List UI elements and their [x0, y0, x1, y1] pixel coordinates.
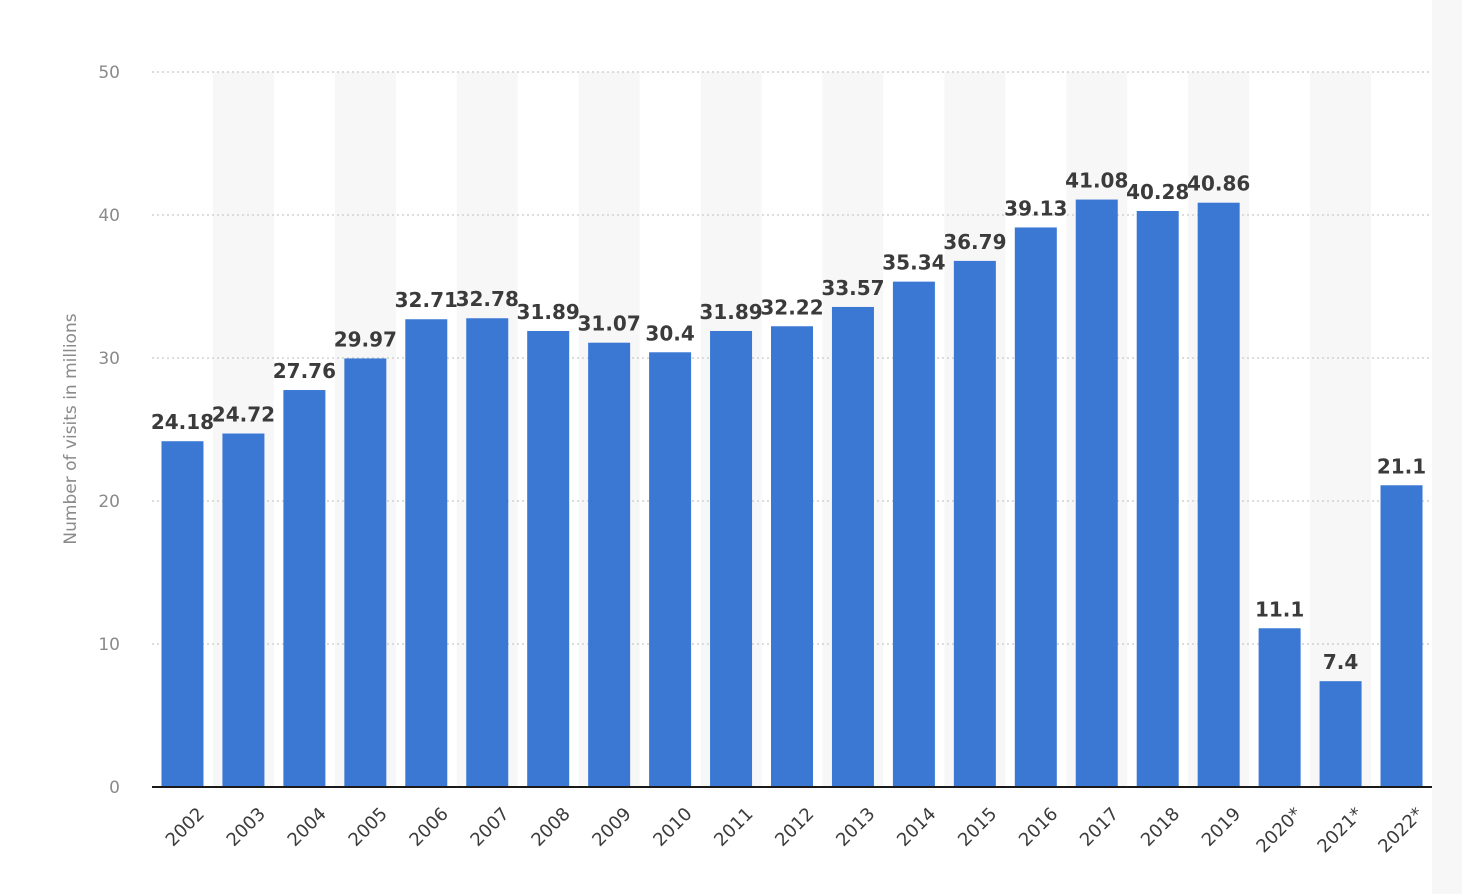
bar[interactable]	[222, 433, 265, 787]
y-tick-label: 0	[109, 778, 120, 798]
bar[interactable]	[1319, 681, 1362, 787]
bar[interactable]	[344, 358, 387, 787]
bar[interactable]	[1258, 628, 1301, 787]
data-label: 24.72	[212, 403, 275, 427]
y-tick-label: 30	[98, 349, 120, 369]
data-label: 31.07	[578, 312, 641, 336]
bar[interactable]	[1380, 485, 1423, 787]
bar[interactable]	[283, 390, 326, 787]
bar[interactable]	[953, 260, 996, 787]
x-tick-label: 2015	[954, 804, 1001, 851]
bar[interactable]	[527, 330, 570, 787]
x-tick-label: 2008	[527, 804, 574, 851]
data-label: 11.1	[1255, 597, 1304, 621]
data-label: 40.28	[1126, 180, 1189, 204]
bar[interactable]	[466, 318, 509, 787]
x-tick-label: 2014	[893, 804, 940, 851]
x-tick-label: 2021*	[1313, 804, 1367, 858]
bar[interactable]	[771, 326, 813, 787]
data-label: 40.86	[1187, 172, 1250, 196]
x-tick-label: 2007	[466, 804, 513, 851]
bar[interactable]	[710, 330, 753, 787]
bar[interactable]	[649, 352, 692, 787]
x-tick-label: 2020*	[1252, 804, 1306, 858]
y-tick-label: 40	[98, 206, 120, 226]
bars	[161, 199, 1423, 788]
y-axis-ticks: 0 10 20 30 40 50	[98, 63, 120, 798]
x-tick-label: 2009	[588, 804, 635, 851]
bar[interactable]	[161, 441, 204, 787]
data-label: 33.57	[821, 276, 884, 300]
data-label: 32.78	[456, 287, 519, 311]
x-tick-label: 2019	[1198, 804, 1245, 851]
x-tick-label: 2010	[649, 804, 696, 851]
data-label: 31.89	[699, 300, 762, 324]
bar[interactable]	[831, 306, 874, 787]
data-label: 21.1	[1377, 454, 1426, 478]
data-label: 39.13	[1004, 196, 1067, 220]
data-label: 32.22	[760, 295, 823, 319]
x-tick-label: 2006	[405, 804, 452, 851]
data-labels: 24.1824.7227.7629.9732.7132.7831.8931.07…	[151, 169, 1426, 675]
data-label: 31.89	[517, 300, 580, 324]
data-label: 41.08	[1065, 169, 1128, 193]
x-tick-label: 2017	[1076, 804, 1123, 851]
x-tick-label: 2013	[832, 804, 879, 851]
x-tick-label: 2011	[710, 804, 757, 851]
y-tick-label: 20	[98, 492, 120, 512]
x-tick-label: 2003	[223, 804, 270, 851]
y-tick-label: 50	[98, 63, 120, 83]
bar[interactable]	[892, 281, 935, 787]
bar[interactable]	[1014, 227, 1057, 788]
data-label: 32.71	[395, 288, 458, 312]
data-label: 27.76	[273, 359, 336, 383]
bar[interactable]	[1197, 202, 1240, 787]
y-tick-label: 10	[98, 635, 120, 655]
right-edge-panel	[1432, 0, 1462, 894]
column-stripe	[1310, 72, 1372, 787]
x-tick-label: 2022*	[1374, 804, 1428, 858]
data-label: 35.34	[882, 251, 945, 275]
data-label: 24.18	[151, 410, 214, 434]
x-tick-label: 2012	[771, 804, 818, 851]
bar[interactable]	[1136, 210, 1179, 788]
data-label: 7.4	[1323, 650, 1358, 674]
data-label: 36.79	[943, 230, 1006, 254]
x-tick-label: 2016	[1015, 804, 1062, 851]
bar[interactable]	[405, 319, 448, 787]
x-tick-label: 2004	[284, 804, 331, 851]
bar[interactable]	[1075, 199, 1118, 787]
x-tick-label: 2018	[1137, 804, 1184, 851]
data-label: 30.4	[645, 321, 694, 345]
y-axis-label: Number of visits in millions	[61, 313, 81, 544]
x-tick-label: 2005	[345, 804, 392, 851]
data-label: 29.97	[334, 327, 397, 351]
bar[interactable]	[588, 342, 631, 787]
x-tick-label: 2002	[162, 804, 209, 851]
x-axis-ticks: 2002 2003 2004 2005 2006 2007 2008 2009 2010 2011…	[162, 804, 1428, 858]
